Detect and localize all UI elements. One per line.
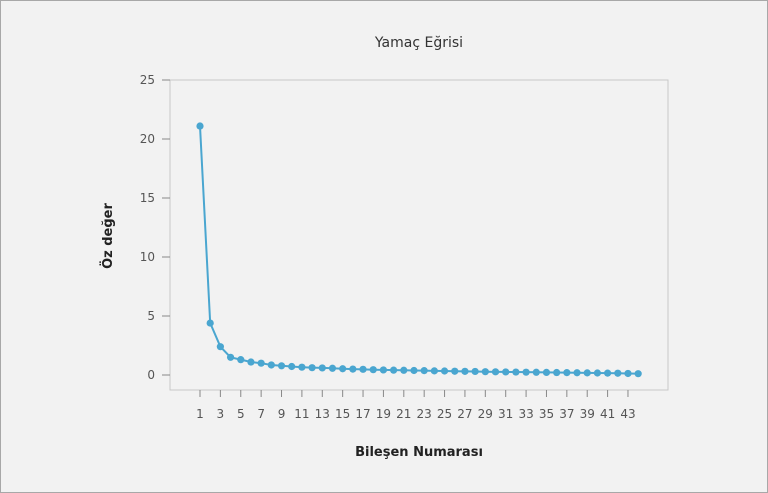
data-point xyxy=(481,368,489,376)
x-tick-label: 41 xyxy=(600,407,615,421)
data-point xyxy=(583,369,591,377)
x-tick-label: 13 xyxy=(315,407,330,421)
x-tick-label: 31 xyxy=(498,407,513,421)
data-point xyxy=(410,366,418,375)
x-tick-label: 39 xyxy=(580,407,595,421)
data-point xyxy=(614,369,622,377)
data-point xyxy=(604,369,612,377)
data-point xyxy=(471,367,479,376)
data-point xyxy=(318,364,326,372)
x-tick-label: 19 xyxy=(376,407,391,421)
data-point xyxy=(440,367,449,375)
data-point xyxy=(563,369,571,377)
data-point xyxy=(502,368,510,376)
data-point xyxy=(298,363,306,371)
data-point xyxy=(349,365,357,373)
x-tick-label: 35 xyxy=(539,407,554,421)
y-tick-label: 25 xyxy=(140,73,155,87)
y-tick-label: 10 xyxy=(140,250,155,264)
y-tick-label: 0 xyxy=(147,368,155,382)
x-tick-label: 23 xyxy=(417,407,432,421)
data-point xyxy=(216,343,224,351)
data-point xyxy=(379,366,388,374)
data-point xyxy=(339,365,347,373)
x-tick-label: 5 xyxy=(237,407,245,421)
data-point xyxy=(359,365,367,373)
y-tick-label: 15 xyxy=(140,191,155,205)
data-point xyxy=(573,369,581,377)
data-point xyxy=(634,370,642,378)
data-point xyxy=(390,366,398,374)
chart-title: Yamaç Eğrisi xyxy=(374,35,463,51)
y-axis-label: Öz değer xyxy=(100,203,116,269)
x-axis-label: Bileşen Numarası xyxy=(355,445,483,460)
x-tick-label: 17 xyxy=(355,407,370,421)
data-point xyxy=(237,356,245,364)
x-tick-label: 11 xyxy=(294,407,309,421)
x-tick-label: 25 xyxy=(437,407,452,421)
data-point xyxy=(226,353,235,361)
data-point xyxy=(624,369,632,378)
data-point xyxy=(308,364,316,372)
data-point xyxy=(461,367,469,375)
x-tick-label: 15 xyxy=(335,407,350,421)
data-point xyxy=(277,362,286,370)
data-point xyxy=(206,319,214,327)
data-point xyxy=(247,358,255,366)
data-point xyxy=(288,362,296,371)
y-tick-label: 5 xyxy=(147,309,155,323)
data-point xyxy=(593,369,602,377)
x-tick-label: 27 xyxy=(457,407,472,421)
data-point xyxy=(420,367,428,375)
data-point xyxy=(196,122,204,130)
y-tick-label: 20 xyxy=(140,132,155,146)
data-point xyxy=(553,368,561,377)
x-tick-label: 29 xyxy=(478,407,493,421)
data-point xyxy=(542,368,551,377)
x-tick-label: 7 xyxy=(257,407,265,421)
data-point xyxy=(267,361,275,369)
x-tick-label: 21 xyxy=(396,407,411,421)
x-tick-label: 43 xyxy=(620,407,635,421)
data-point xyxy=(257,359,265,367)
data-point xyxy=(522,368,530,376)
data-point xyxy=(532,368,540,376)
x-tick-label: 9 xyxy=(278,407,286,421)
x-tick-label: 3 xyxy=(217,407,225,421)
plot-area xyxy=(169,79,669,391)
data-point xyxy=(451,367,459,375)
x-tick-label: 1 xyxy=(196,407,204,421)
data-point xyxy=(430,367,438,375)
x-tick-label: 37 xyxy=(559,407,574,421)
data-point xyxy=(369,366,377,374)
data-point xyxy=(400,366,408,374)
data-point xyxy=(512,368,520,376)
data-point xyxy=(328,364,337,372)
x-tick-label: 33 xyxy=(518,407,533,421)
data-point xyxy=(491,368,500,376)
